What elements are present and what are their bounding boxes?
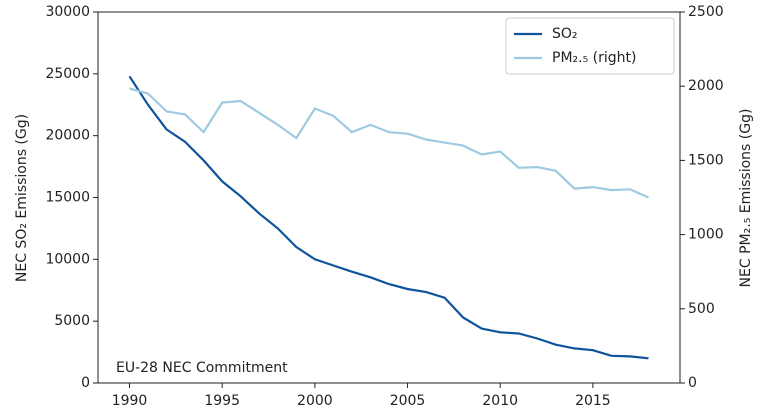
x-tick-label: 1995 [204, 393, 240, 409]
y2-tick-label: 1500 [688, 152, 724, 168]
y-tick-label: 10000 [45, 251, 90, 267]
y2-tick-label: 2000 [688, 78, 724, 94]
x-tick-label: 2000 [297, 393, 333, 409]
legend-box [505, 17, 675, 75]
y2-axis-label: NEC PM₂.₅ Emissions (Gg) [738, 109, 754, 288]
y-tick-label: 30000 [45, 4, 90, 20]
y-tick-label: 15000 [45, 190, 90, 206]
series-line [129, 87, 649, 199]
legend-label: PM₂.₅ (right) [552, 50, 636, 66]
y-tick-label: 25000 [45, 66, 90, 82]
y2-tick-label: 0 [688, 375, 697, 391]
y2-tick-label: 500 [688, 301, 715, 317]
x-tick-label: 2010 [482, 393, 518, 409]
y2-tick-label: 1000 [688, 227, 724, 243]
series-line [128, 75, 649, 360]
x-tick-label: 1990 [112, 393, 148, 409]
annotation: EU-28 NEC Commitment [116, 360, 288, 376]
y-axis-label: NEC SO₂ Emissions (Gg) [14, 114, 30, 282]
y-tick-label: 20000 [45, 128, 90, 144]
legend-label: SO₂ [552, 26, 578, 42]
x-tick-label: 2005 [390, 393, 426, 409]
x-tick-label: 2015 [575, 393, 611, 409]
y-tick-label: 0 [81, 375, 90, 391]
plot-frame [97, 11, 681, 384]
y2-tick-label: 2500 [688, 4, 724, 20]
y-tick-label: 5000 [54, 313, 90, 329]
